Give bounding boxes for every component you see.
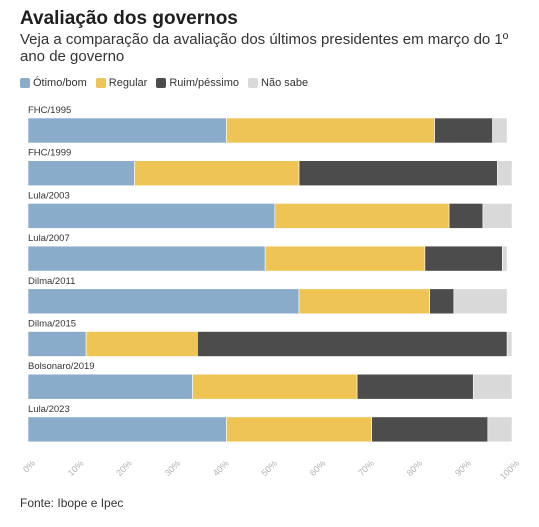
x-tick-label-70: 70% (356, 458, 376, 478)
legend-swatch-regular (95, 78, 106, 88)
legend-item-ruim-pessimo: Ruim/péssimo (156, 77, 239, 89)
bar-dilma-2011-regular (298, 288, 431, 315)
bar-lula-2003-ruim-pessimo (448, 203, 484, 229)
bar-lula-2023-otimo-bom (27, 416, 227, 443)
bar-lula-2023-nao-sabe (487, 416, 513, 443)
legend-item-otimo-bom: Ótimo/bom (20, 77, 87, 89)
bar-fhc-1995-ruim-pessimo (434, 117, 493, 144)
legend-swatch-otimo-bom (20, 78, 30, 88)
x-tick-label-90: 90% (453, 458, 473, 478)
x-tick-label-100: 100% (498, 458, 521, 481)
bar-dilma-2011-otimo-bom (27, 288, 300, 315)
legend-label-regular: Regular (108, 77, 148, 89)
x-tick-label-0: 0% (21, 458, 37, 474)
chart-title: Avaliação dos governos (20, 8, 238, 29)
bar-lula-2023-regular (226, 416, 372, 443)
bar-lula-2007-otimo-bom (27, 245, 266, 272)
bar-lula-2003-regular (274, 203, 450, 229)
category-label-lula-2003: Lula/2003 (28, 190, 70, 201)
bar-fhc-1999-ruim-pessimo (298, 160, 498, 186)
bar-dilma-2011-ruim-pessimo (429, 288, 455, 315)
bar-fhc-1995-otimo-bom (27, 117, 227, 144)
bar-dilma-2015-nao-sabe (506, 331, 513, 357)
bar-lula-2007-regular (264, 245, 426, 272)
x-tick-label-40: 40% (211, 458, 231, 478)
bar-fhc-1999-regular (134, 160, 300, 186)
category-label-bolsonaro-2019: Bolsonaro/2019 (28, 361, 95, 372)
legend-swatch-ruim-pessimo (156, 78, 167, 88)
bar-lula-2007-ruim-pessimo (424, 245, 503, 272)
legend-swatch-nao-sabe (248, 78, 259, 88)
x-tick-label-30: 30% (163, 458, 183, 478)
bar-dilma-2015-regular (85, 331, 198, 357)
source-note: Fonte: Ibope e Ipec (20, 496, 124, 510)
legend-item-regular: Regular (95, 77, 148, 89)
bar-fhc-1995-regular (226, 117, 435, 144)
x-tick-label-10: 10% (66, 458, 86, 478)
bar-bolsonaro-2019-ruim-pessimo (356, 373, 474, 400)
bar-dilma-2015-otimo-bom (27, 331, 87, 357)
legend-item-nao-sabe: Não sabe (248, 77, 308, 89)
legend-label-otimo-bom: Ótimo/bom (33, 77, 87, 89)
chart-subtitle: Veja a comparação da avaliação dos últim… (20, 31, 509, 65)
bar-bolsonaro-2019-otimo-bom (27, 373, 193, 400)
bar-fhc-1995-nao-sabe (492, 117, 508, 144)
bar-bolsonaro-2019-nao-sabe (472, 373, 513, 400)
bar-fhc-1999-nao-sabe (497, 160, 513, 186)
bar-lula-2003-otimo-bom (27, 203, 276, 229)
bar-lula-2003-nao-sabe (482, 203, 513, 229)
bar-lula-2007-nao-sabe (502, 245, 508, 272)
x-tick-label-60: 60% (308, 458, 328, 478)
bar-bolsonaro-2019-regular (192, 373, 358, 400)
category-label-fhc-1995: FHC/1995 (28, 105, 71, 116)
category-label-lula-2007: Lula/2007 (28, 233, 70, 244)
x-tick-label-50: 50% (259, 458, 279, 478)
legend-label-ruim-pessimo: Ruim/péssimo (169, 77, 240, 89)
legend-label-nao-sabe: Não sabe (261, 77, 309, 89)
category-label-dilma-2011: Dilma/2011 (28, 276, 75, 287)
category-label-fhc-1999: FHC/1999 (28, 148, 71, 159)
legend: Ótimo/bom Regular Ruim/péssimo Não sabe (20, 77, 317, 89)
bar-fhc-1999-otimo-bom (27, 160, 135, 186)
category-label-dilma-2015: Dilma/2015 (28, 319, 76, 330)
x-tick-label-20: 20% (114, 458, 134, 478)
category-label-lula-2023: Lula/2023 (28, 404, 70, 415)
x-tick-label-80: 80% (405, 458, 425, 478)
bar-dilma-2015-ruim-pessimo (197, 331, 508, 357)
bar-lula-2023-ruim-pessimo (371, 416, 489, 443)
bar-dilma-2011-nao-sabe (453, 288, 508, 315)
